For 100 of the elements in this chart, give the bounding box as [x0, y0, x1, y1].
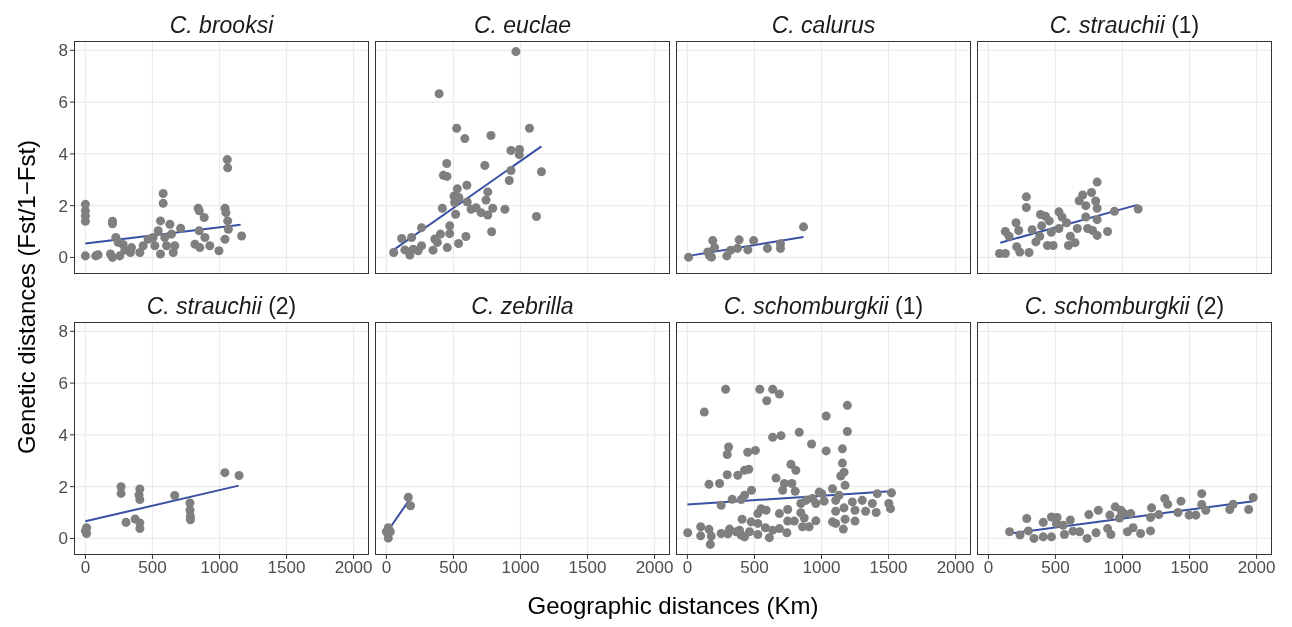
- chart-title: C. calurus: [771, 12, 876, 38]
- point: [153, 226, 163, 236]
- x-tick-label: 1500: [267, 558, 306, 578]
- x-tick-label: 500: [138, 558, 167, 578]
- point: [1021, 202, 1031, 212]
- point: [1106, 530, 1116, 540]
- point: [434, 89, 444, 99]
- point: [450, 198, 460, 208]
- x-tick-label: 0: [80, 558, 91, 578]
- point: [1228, 499, 1238, 509]
- x-tick-label: 0: [381, 558, 392, 578]
- point: [445, 229, 455, 239]
- point: [481, 195, 491, 205]
- x-tick-label: 1000: [501, 558, 540, 578]
- point: [445, 221, 455, 231]
- x-tick-label: 1000: [200, 558, 239, 578]
- point: [1244, 504, 1254, 514]
- point: [1024, 248, 1034, 258]
- point: [442, 243, 452, 253]
- point: [1091, 528, 1101, 538]
- point: [1062, 218, 1072, 228]
- point: [155, 249, 165, 259]
- point: [1072, 223, 1082, 233]
- x-tick-label: 1000: [802, 558, 841, 578]
- chart-title: C. brooksi: [169, 12, 274, 38]
- y-tick-label: 4: [58, 425, 68, 445]
- point: [1146, 512, 1156, 522]
- point: [1046, 227, 1056, 237]
- chart-title: C. strauchii (1): [1049, 12, 1200, 38]
- point: [506, 146, 516, 156]
- point: [500, 204, 510, 214]
- point: [389, 248, 399, 258]
- point: [1105, 510, 1115, 520]
- point: [135, 524, 145, 534]
- x-tick-label: 2000: [635, 558, 674, 578]
- point: [1063, 241, 1073, 251]
- point: [400, 245, 410, 255]
- point: [1197, 489, 1207, 499]
- point: [435, 229, 445, 239]
- point: [743, 245, 753, 255]
- y-tick-label: 8: [58, 41, 68, 61]
- y-tick-label: 6: [58, 93, 68, 113]
- y-tick-label: 2: [58, 477, 68, 497]
- point: [200, 232, 210, 242]
- point: [462, 197, 472, 207]
- point: [1136, 529, 1146, 539]
- point: [1146, 526, 1156, 536]
- point: [454, 238, 464, 248]
- point: [1046, 532, 1056, 542]
- x-tick-label: 2000: [936, 558, 975, 578]
- y-axis-title: Genetic distances (Fst/1−Fst): [13, 139, 41, 455]
- point: [1065, 515, 1075, 525]
- point: [1059, 530, 1069, 540]
- point: [536, 167, 546, 177]
- point: [170, 490, 180, 500]
- point: [1021, 192, 1031, 202]
- point: [524, 123, 534, 133]
- point: [762, 243, 772, 253]
- point: [451, 209, 461, 219]
- point: [1037, 221, 1047, 231]
- point: [148, 232, 158, 242]
- point: [165, 219, 175, 229]
- x-tick-label: 1500: [568, 558, 607, 578]
- point: [1065, 231, 1075, 241]
- y-tick-label: 0: [58, 529, 68, 549]
- point: [1081, 201, 1091, 211]
- x-tick-label: 0: [983, 558, 994, 578]
- point: [403, 492, 413, 502]
- x-tick-label: 0: [682, 558, 693, 578]
- point: [428, 245, 438, 255]
- point: [1128, 523, 1138, 533]
- point: [223, 163, 233, 173]
- point: [1078, 190, 1088, 200]
- point: [155, 216, 165, 226]
- y-tick-label: 4: [58, 144, 68, 164]
- point: [1015, 530, 1025, 540]
- point: [504, 176, 514, 186]
- point: [234, 471, 244, 481]
- point: [1248, 493, 1258, 503]
- point: [176, 223, 186, 233]
- chart-title: C. schomburgkii (1): [723, 293, 924, 319]
- point: [480, 161, 490, 171]
- point: [461, 231, 471, 241]
- point: [1084, 510, 1094, 520]
- point: [531, 212, 541, 222]
- point: [1031, 237, 1041, 247]
- point: [199, 213, 209, 223]
- point: [710, 243, 720, 253]
- x-tick-label: 2000: [1237, 558, 1276, 578]
- point: [483, 187, 493, 197]
- point: [1058, 520, 1068, 530]
- point: [708, 236, 718, 246]
- point: [166, 229, 176, 239]
- point: [223, 216, 233, 226]
- point: [195, 243, 205, 253]
- point: [214, 246, 224, 256]
- point: [462, 180, 472, 190]
- chart-title: C. schomburgkii (2): [1024, 293, 1225, 319]
- point: [1004, 231, 1014, 241]
- y-tick-label: 0: [58, 248, 68, 268]
